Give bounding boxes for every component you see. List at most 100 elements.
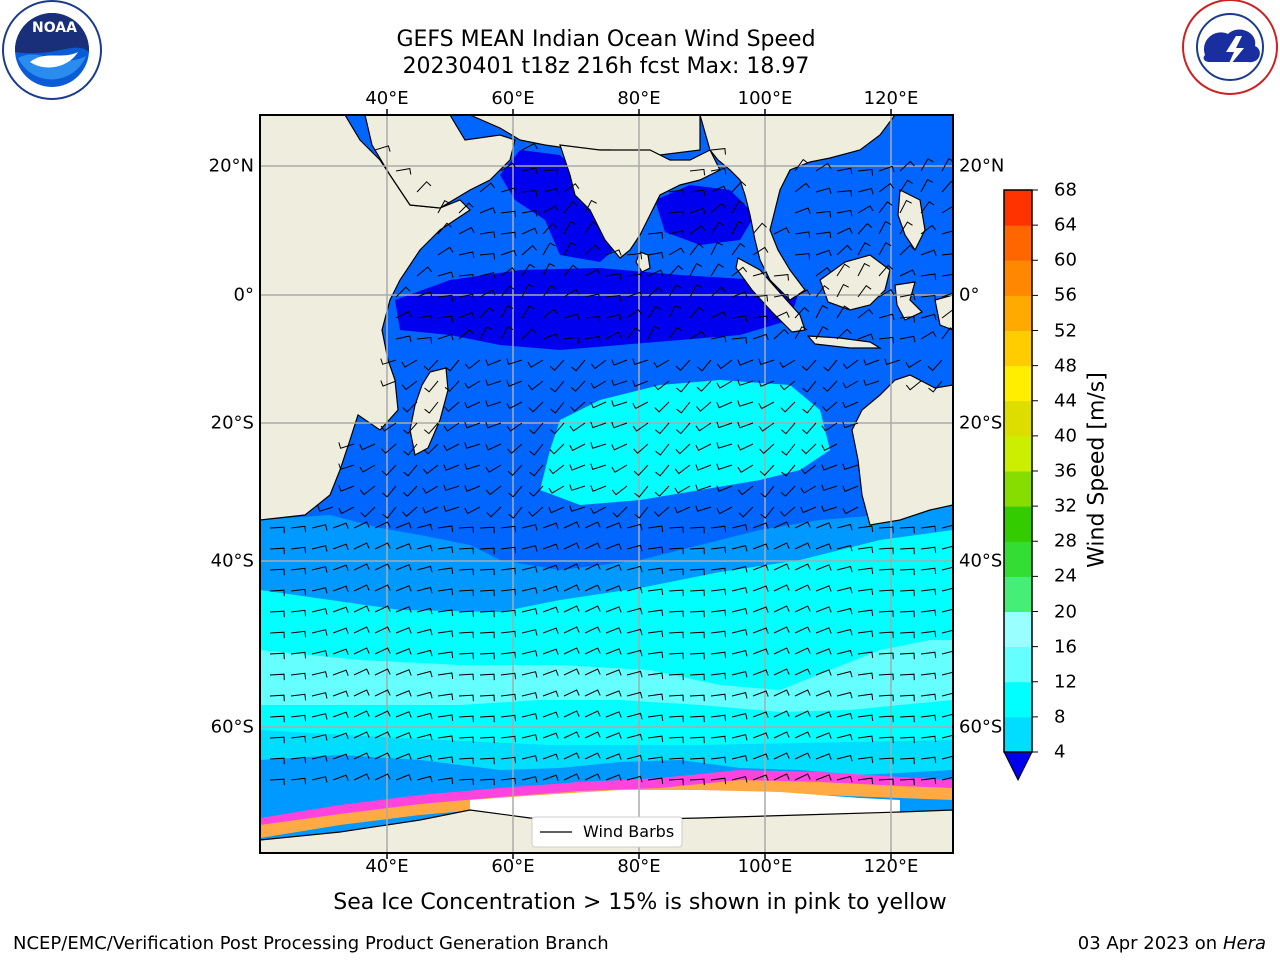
wind-barb — [395, 774, 412, 781]
legend-label-wind-barbs: Wind Barbs — [583, 822, 675, 841]
wind-barb — [290, 567, 307, 575]
wind-barb — [500, 249, 517, 257]
wind-barb — [500, 630, 517, 638]
wind-barb — [437, 315, 454, 323]
wind-barb — [689, 694, 705, 702]
wind-barb — [878, 694, 894, 702]
colorbar-segment — [1004, 611, 1032, 648]
wind-barb — [626, 691, 643, 699]
wind-barb — [899, 736, 915, 744]
wind-barb — [500, 304, 514, 319]
wind-barb — [332, 606, 349, 613]
wind-barb — [878, 757, 894, 765]
wind-barb — [731, 266, 748, 277]
wind-barb — [941, 776, 953, 781]
wind-barb — [444, 380, 460, 393]
wind-barb — [626, 523, 643, 531]
wind-barb — [521, 734, 538, 741]
wind-barb — [731, 649, 748, 657]
wind-barb — [689, 610, 705, 618]
colorbar-segment — [1004, 400, 1032, 437]
colorbar-segment — [1004, 330, 1032, 367]
wind-barb — [605, 774, 622, 781]
wind-barb — [416, 691, 433, 699]
wind-barb — [626, 733, 643, 741]
wind-barb — [443, 505, 460, 512]
colorbar-segment — [1004, 541, 1032, 577]
wind-barb — [395, 690, 412, 697]
wind-barb — [633, 464, 649, 477]
wind-barb — [752, 711, 769, 718]
wind-barb — [563, 313, 580, 320]
wind-barb — [611, 485, 628, 496]
wind-barb — [710, 221, 724, 235]
colorbar — [1003, 189, 1038, 782]
wind-barb — [695, 484, 712, 491]
wind-barb — [290, 756, 307, 764]
wind-barb — [689, 207, 706, 215]
wind-barb — [584, 316, 600, 323]
wind-barb — [836, 244, 852, 256]
wind-barb — [563, 242, 577, 256]
wind-barb — [416, 754, 433, 762]
wind-barb — [521, 209, 538, 217]
wind-barb — [668, 264, 684, 277]
wind-barb — [920, 331, 937, 340]
wind-barb — [605, 331, 622, 340]
wind-barb — [458, 673, 474, 681]
wind-barb — [773, 647, 790, 655]
wind-barb — [815, 266, 832, 277]
wind-barb — [647, 777, 664, 785]
wind-barb — [416, 544, 433, 552]
wind-barb — [290, 609, 307, 617]
wind-barb — [542, 205, 559, 214]
wind-barb — [752, 333, 769, 341]
wind-barb — [611, 464, 628, 473]
wind-barb — [668, 589, 684, 597]
wind-barb — [716, 421, 733, 429]
wind-barb — [458, 568, 474, 576]
wind-barb — [290, 735, 307, 743]
wind-barb — [731, 200, 745, 214]
wind-barb — [269, 715, 285, 723]
wind-barb — [360, 506, 376, 518]
wind-barb — [654, 506, 670, 517]
wind-barb — [941, 734, 953, 739]
wind-barb — [443, 464, 460, 471]
lon-label-bottom-120e: 120°E — [863, 856, 919, 877]
wind-barb — [338, 506, 355, 515]
wind-barb — [437, 567, 454, 575]
wind-barb — [899, 199, 912, 214]
wind-barb — [437, 693, 454, 701]
wind-barb — [836, 754, 853, 762]
wind-barb — [654, 485, 670, 497]
wind-barb — [773, 293, 790, 301]
wind-band-under-4 — [395, 268, 800, 350]
wind-barb — [647, 672, 664, 680]
colorbar-segment — [1004, 646, 1032, 683]
wind-barb — [416, 712, 433, 720]
wind-barb — [710, 588, 727, 596]
wind-barb — [401, 359, 418, 368]
wind-barb — [794, 710, 811, 718]
madagascar-land — [409, 367, 449, 456]
wind-barb — [920, 201, 935, 214]
wind-barb — [815, 162, 832, 172]
wind-barb — [290, 588, 307, 596]
wind-barb — [401, 380, 418, 391]
colorbar-tick-label: 44 — [1054, 390, 1077, 412]
wind-barb — [632, 401, 649, 410]
wind-barb — [647, 305, 661, 319]
wind-barb — [416, 315, 433, 322]
wind-barb — [857, 308, 874, 319]
colorbar-tick-label: 36 — [1054, 460, 1077, 482]
wind-barb — [710, 335, 727, 343]
wind-barb — [542, 308, 559, 319]
wind-barb — [529, 443, 544, 456]
colorbar-label: Wind Speed [m/s] — [1084, 372, 1110, 568]
wind-barb — [899, 568, 915, 576]
wind-barb — [737, 464, 754, 473]
wind-barb — [479, 326, 493, 340]
wind-barb — [542, 284, 557, 298]
wind-barb — [521, 566, 538, 573]
